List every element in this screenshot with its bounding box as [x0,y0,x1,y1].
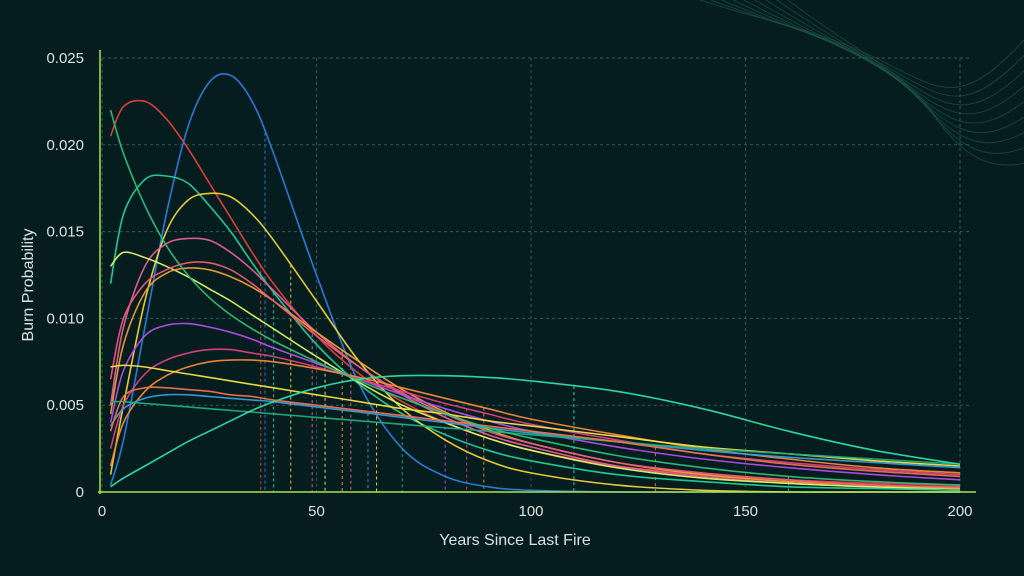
y-tick-label: 0.015 [46,224,84,241]
series-1-line [109,73,960,493]
series-12-line [109,393,961,469]
contour-line [710,0,1024,97]
contour-line [754,0,1024,134]
contour-line [787,0,1024,166]
series-5-line [109,251,961,490]
series-10-line [109,359,961,474]
x-tick-label: 100 [518,503,543,520]
series-6-line [109,267,961,490]
contour-line [699,0,1024,88]
y-axis-title: Burn Probability [20,229,37,342]
y-tick-label: 0.020 [46,137,84,154]
series-16-line [109,109,961,486]
mean-interval-markers [260,132,789,492]
y-tick-label: 0.025 [46,50,84,67]
series-2-line [109,174,961,492]
series-3-line [109,192,960,493]
x-axis-title: Years Since Last Fire [439,532,591,549]
series-0-line [109,99,961,486]
x-tick-label: 50 [308,503,325,520]
x-tick-label: 0 [98,503,106,520]
y-tick-label: 0.005 [46,397,84,414]
topographic-contour-decoration [699,0,1024,166]
x-tick-label: 200 [947,503,972,520]
series-13-line [110,400,961,465]
contour-line [765,0,1024,144]
contour-line [776,0,1024,154]
x-tick-label: 150 [733,503,758,520]
series-lines [109,73,961,493]
axes [98,50,976,494]
series-15-line [109,386,961,478]
y-tick-label: 0 [76,484,84,501]
y-tick-label: 0.010 [46,310,84,327]
series-14-line [110,374,961,488]
series-11-line [110,364,961,467]
tick-labels: 0 50 100 150 200 0 0.005 0.010 0.015 0.020 0.025 [46,50,972,520]
series-7-line [109,261,961,488]
